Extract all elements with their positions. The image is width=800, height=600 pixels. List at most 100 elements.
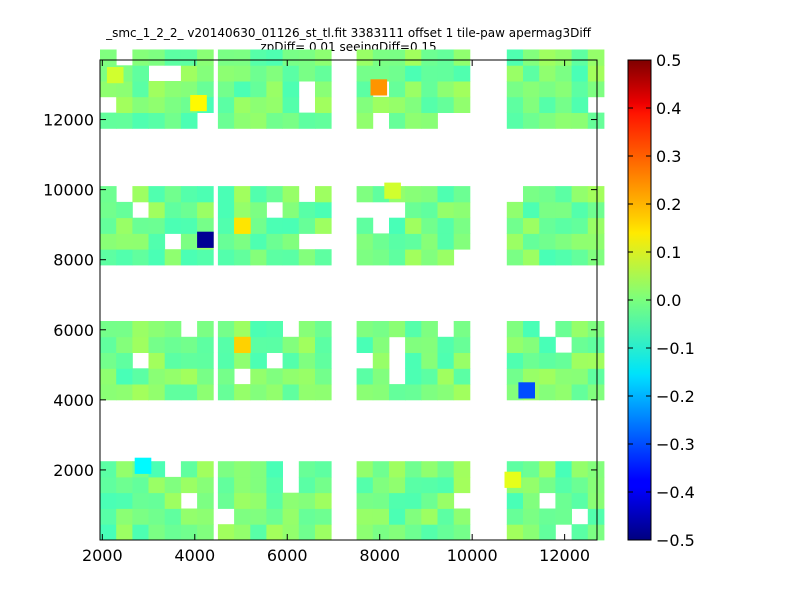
heatmap-cell xyxy=(437,96,455,113)
heatmap-cell xyxy=(132,524,149,541)
heatmap-cell xyxy=(421,201,438,219)
heatmap-cell xyxy=(506,492,524,509)
heatmap-cell xyxy=(405,461,422,478)
heatmap-cell xyxy=(266,476,283,494)
heatmap-cell xyxy=(571,96,589,113)
heatmap-cell xyxy=(132,336,149,353)
heatmap-cell xyxy=(523,81,540,98)
heatmap-cell xyxy=(164,476,182,494)
heatmap-cell xyxy=(555,233,572,250)
heatmap-cell xyxy=(453,217,471,234)
heatmap-cell xyxy=(282,186,300,203)
heatmap-cell xyxy=(266,49,283,66)
heatmap-cell xyxy=(197,461,214,478)
heatmap-cell xyxy=(164,384,182,401)
heatmap-cell xyxy=(405,321,422,338)
heatmap-cell xyxy=(453,49,471,66)
heatmap-cell xyxy=(372,508,390,525)
heatmap-cell xyxy=(437,233,455,250)
heatmap-cell xyxy=(405,186,422,203)
heatmap-cell-outlier xyxy=(504,471,522,488)
heatmap-cell-outlier xyxy=(190,95,207,112)
heatmap-cell xyxy=(587,492,605,509)
heatmap-cell xyxy=(164,352,182,369)
heatmap-cell xyxy=(539,336,556,353)
heatmap-cell xyxy=(266,96,283,113)
heatmap-cell xyxy=(421,352,438,369)
heatmap-cell xyxy=(197,65,214,82)
heatmap-cell xyxy=(234,524,251,541)
heatmap-cell xyxy=(356,112,374,129)
heatmap-cell xyxy=(523,233,540,250)
heatmap-cell xyxy=(571,217,589,234)
heatmap-cell xyxy=(315,461,332,478)
heatmap-cell xyxy=(217,49,235,66)
heatmap-cell xyxy=(266,336,283,353)
heatmap-cell xyxy=(132,81,149,98)
heatmap-cell xyxy=(298,461,316,478)
heatmap-cell xyxy=(298,217,316,234)
heatmap-cell xyxy=(250,81,267,98)
heatmap-cell xyxy=(437,49,455,66)
heatmap-cell xyxy=(197,508,214,525)
heatmap-cell xyxy=(197,186,214,203)
y-tick-label: 2000 xyxy=(53,461,94,480)
heatmap-cell xyxy=(453,368,471,385)
heatmap-cell xyxy=(197,201,214,219)
heatmap-cell xyxy=(315,524,332,541)
heatmap-cell xyxy=(266,321,283,338)
heatmap-cell xyxy=(555,201,572,219)
heatmap-cell xyxy=(437,201,455,219)
heatmap-cell xyxy=(266,233,283,250)
heatmap-cell xyxy=(148,112,166,129)
heatmap-cell xyxy=(587,352,605,369)
heatmap-cell xyxy=(282,65,300,82)
heatmap-cell xyxy=(555,217,572,234)
heatmap-cell xyxy=(164,508,182,525)
heatmap-cell xyxy=(506,524,524,541)
heatmap-cell xyxy=(437,352,455,369)
heatmap-cell xyxy=(217,217,235,234)
heatmap-cell xyxy=(234,96,251,113)
heatmap-cell xyxy=(405,368,422,385)
heatmap-cell xyxy=(571,321,589,338)
heatmap-cell xyxy=(506,201,524,219)
heatmap-cell xyxy=(217,476,235,494)
heatmap-cell xyxy=(539,81,556,98)
heatmap-cell xyxy=(389,217,406,234)
heatmap-cell xyxy=(148,217,166,234)
heatmap-cell xyxy=(234,81,251,98)
heatmap-cell xyxy=(539,461,556,478)
heatmap-cell xyxy=(523,508,540,525)
heatmap-cell xyxy=(298,508,316,525)
heatmap-cell xyxy=(506,112,524,129)
heatmap-cell xyxy=(453,508,471,525)
heatmap-cell xyxy=(217,201,235,219)
heatmap-cell xyxy=(100,524,117,541)
heatmap-cell xyxy=(164,336,182,353)
heatmap-cell xyxy=(372,336,390,353)
heatmap-cell xyxy=(315,508,332,525)
heatmap-cell xyxy=(506,96,524,113)
heatmap-cell xyxy=(587,249,605,266)
heatmap-cell xyxy=(197,368,214,385)
heatmap-cell xyxy=(298,368,316,385)
heatmap-cell xyxy=(523,96,540,113)
heatmap-cell xyxy=(100,112,117,129)
heatmap-cell xyxy=(571,249,589,266)
heatmap-cell xyxy=(389,112,406,129)
heatmap-cell xyxy=(405,217,422,234)
heatmap-cell xyxy=(180,217,198,234)
heatmap-cell xyxy=(234,186,251,203)
heatmap-cell xyxy=(282,217,300,234)
heatmap-cell xyxy=(132,384,149,401)
heatmap-cell xyxy=(539,96,556,113)
heatmap-cell xyxy=(506,65,524,82)
heatmap-cell xyxy=(315,249,332,266)
heatmap-cell xyxy=(571,49,589,66)
heatmap-cell xyxy=(217,336,235,353)
heatmap-cell xyxy=(587,321,605,338)
heatmap-cell xyxy=(148,201,166,219)
heatmap-cell xyxy=(539,217,556,234)
heatmap-cell xyxy=(523,492,540,509)
